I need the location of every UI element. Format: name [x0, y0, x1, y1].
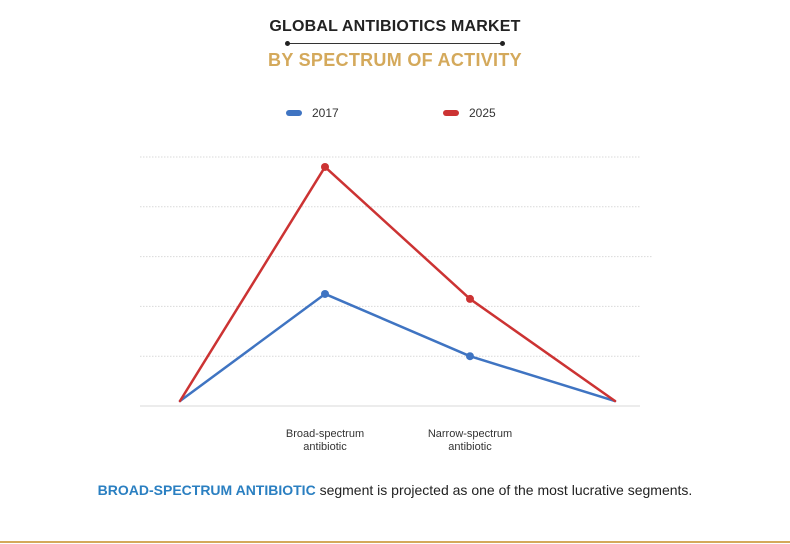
data-point-2025-1 [321, 162, 329, 171]
legend: 2017 2025 [0, 106, 790, 124]
title-divider [285, 41, 505, 46]
data-point-2025-2 [466, 294, 474, 303]
footer-note: BROAD-SPECTRUM ANTIBIOTIC segment is pro… [0, 482, 790, 498]
divider-dot-left [285, 41, 290, 46]
footer-text: segment is projected as one of the most … [315, 482, 693, 498]
legend-label-2025: 2025 [469, 106, 496, 120]
x-tick-label-1: Broad-spectrum antibiotic [286, 428, 364, 453]
chart-title: GLOBAL ANTIBIOTICS MARKET [269, 18, 521, 35]
chart-subtitle: BY SPECTRUM OF ACTIVITY [268, 50, 522, 70]
bottom-divider [0, 541, 790, 543]
line-chart: Broad-spectrum antibiotic Narrow-spectrum a… [140, 156, 652, 453]
footer-highlight: BROAD-SPECTRUM ANTIBIOTIC [97, 482, 316, 498]
data-point-2017-2 [466, 352, 474, 361]
series-line-2017 [178, 292, 617, 403]
legend-swatch-2017 [286, 110, 302, 116]
data-point-2017-1 [321, 289, 329, 298]
x-tick-label-2: Narrow-spectrum antibiotic [428, 428, 512, 453]
legend-label-2017: 2017 [312, 106, 339, 120]
legend-item-2025: 2025 [443, 106, 496, 120]
legend-swatch-2025 [443, 110, 459, 116]
series-line-2025 [178, 165, 617, 403]
divider-dot-right [500, 41, 505, 46]
legend-item-2017: 2017 [286, 106, 339, 120]
